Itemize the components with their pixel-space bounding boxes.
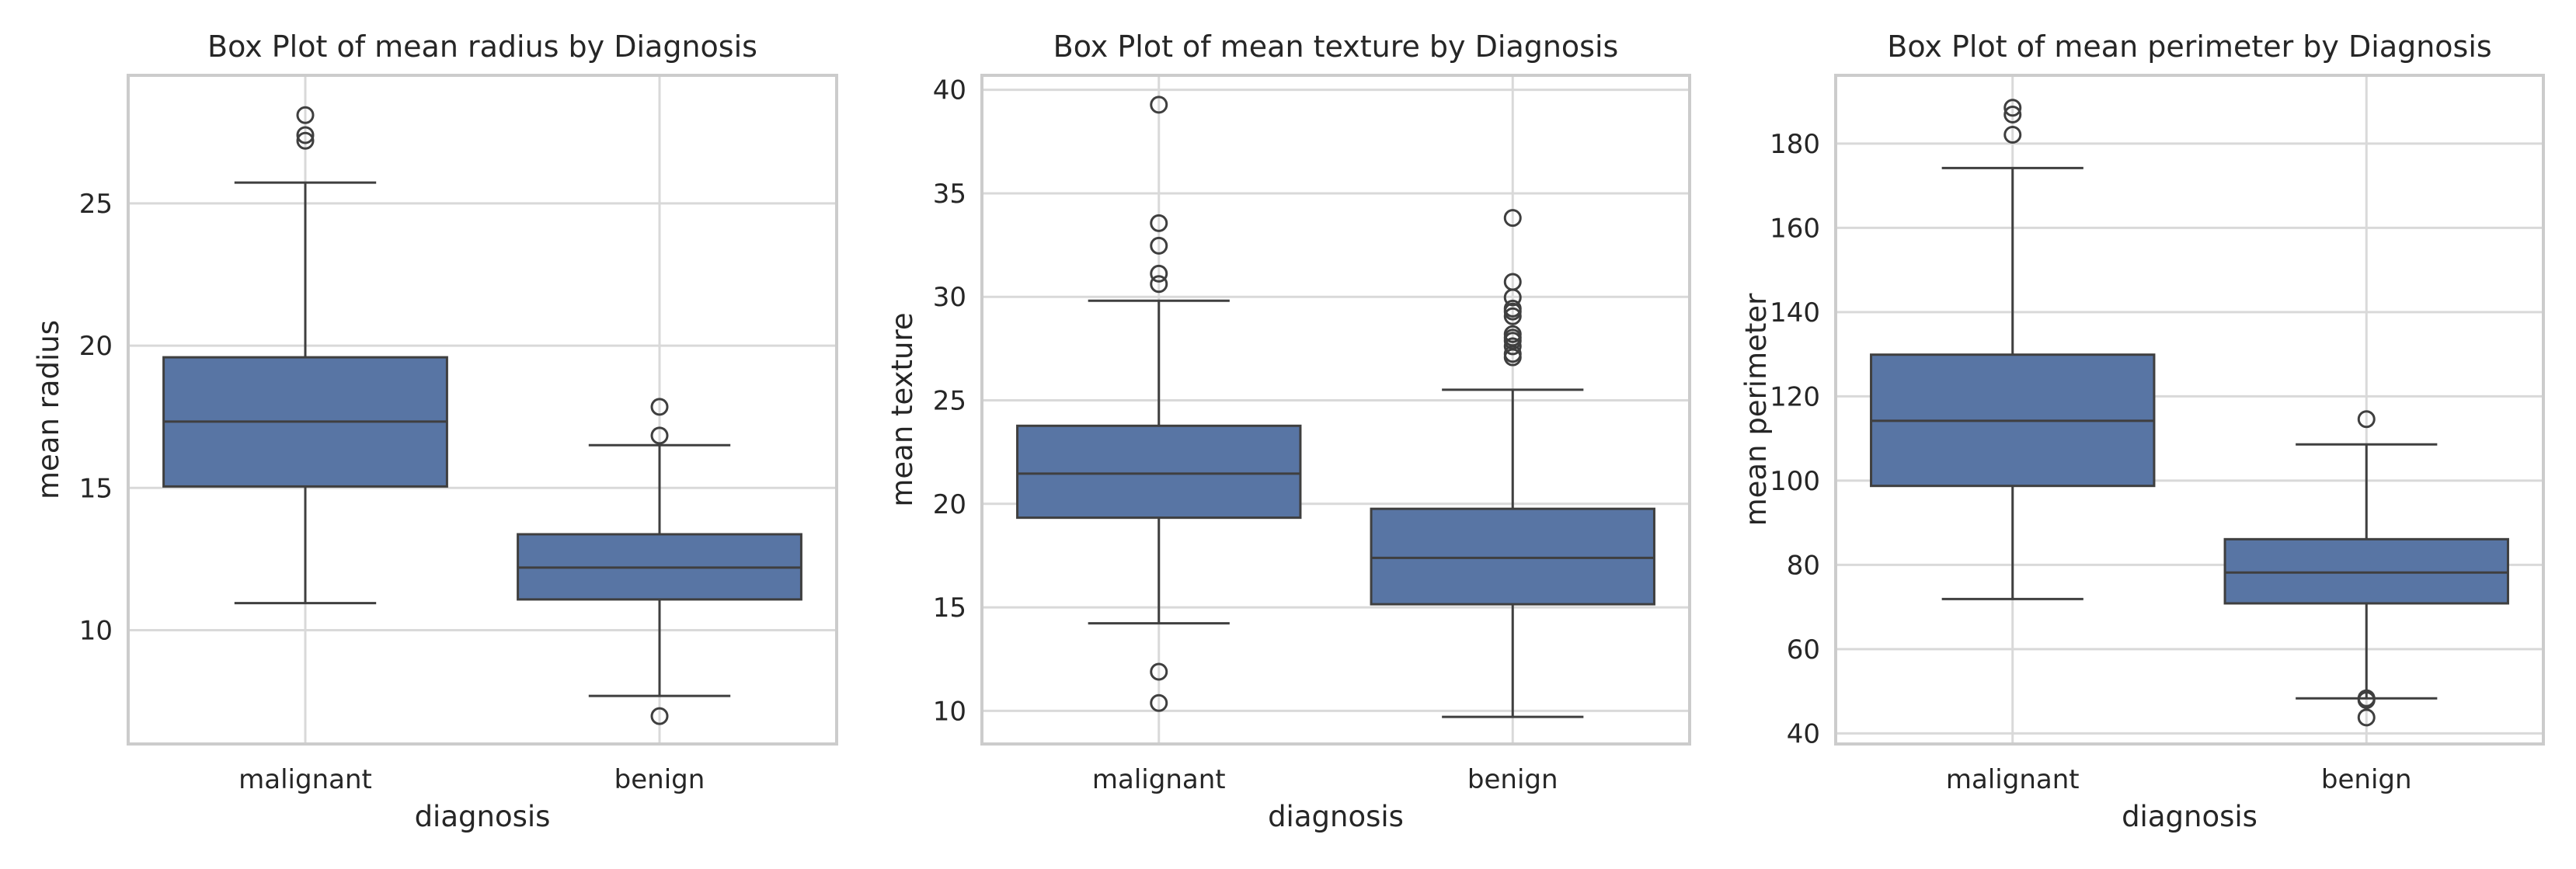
outlier-point [1150,662,1168,681]
y-tick-label: 25 [79,189,113,220]
y-tick-label: 15 [933,593,966,624]
outlier-point [2357,410,2376,429]
x-axis-label: diagnosis [415,800,551,833]
y-tick-label: 40 [1787,718,1820,749]
x-axis-label: diagnosis [1268,800,1404,833]
outlier-point [296,126,315,144]
outlier-point [1503,209,1522,228]
outlier-point [1150,214,1168,232]
iqr-box [2223,537,2509,605]
outlier-point [296,131,315,150]
box-malignant [162,106,448,605]
x-tick-label: benign [2321,764,2412,795]
iqr-box [1016,424,1302,520]
outlier-point [1150,693,1168,712]
box-malignant [1016,96,1302,712]
x-tick-label: malignant [1092,764,1226,795]
outlier-point [2003,125,2022,144]
outlier-point [1503,307,1522,325]
box-malignant [1870,99,2156,600]
y-tick-label: 40 [933,75,966,106]
plot-frame [127,74,838,746]
x-axis-label: diagnosis [2122,800,2257,833]
outlier-point [2003,99,2022,117]
y-tick-label: 140 [1770,297,1820,328]
outlier-point [650,707,669,725]
outlier-point [296,106,315,124]
y-axis-label: mean perimeter [1739,293,1773,527]
y-tick-label: 80 [1787,550,1820,581]
outlier-point [2357,689,2376,707]
outlier-point [2357,708,2376,727]
plot-frame [980,74,1691,746]
y-tick-label: 20 [79,331,113,362]
outlier-point [1150,275,1168,294]
x-tick-label: benign [1467,764,1558,795]
outlier-point [650,398,669,416]
y-tick-label: 160 [1770,213,1820,244]
chart-panel-1: 10 15 20 25 malignant benign diagnosis mean rad… [32,30,838,833]
box-benign [2223,410,2509,727]
y-tick-label: 35 [933,179,966,210]
y-tick-label: 100 [1770,466,1820,497]
x-tick-label: benign [614,764,705,795]
y-tick-label: 10 [79,615,113,646]
outlier-point [1150,236,1168,255]
outlier-point [1503,337,1522,356]
y-tick-label: 60 [1787,634,1820,666]
x-tick-label: malignant [1946,764,2080,795]
y-axis-label: mean texture [886,312,919,506]
outlier-point [650,426,669,445]
box-benign [1370,209,1655,718]
iqr-box [1370,507,1655,606]
chart-title: Box Plot of mean perimeter by Diagnosis [1887,30,2491,64]
y-tick-label: 25 [933,386,966,417]
y-tick-label: 180 [1770,129,1820,160]
y-axis-label: mean radius [32,320,65,499]
outlier-point [1503,325,1522,343]
y-tick-label: 10 [933,696,966,727]
y-tick-label: 15 [79,473,113,504]
x-tick-label: malignant [238,764,372,795]
chart-panel-3: 40 60 80 100 120 140 160 180 malignant benign diag… [1739,30,2545,833]
y-tick-label: 20 [933,489,966,520]
outlier-point [1503,299,1522,318]
box-benign [517,398,802,725]
chart-title: Box Plot of mean texture by Diagnosis [1053,30,1619,64]
outlier-point [1150,264,1168,283]
y-tick-label: 30 [933,282,966,313]
chart-panel-2: 10 15 20 25 30 35 40 malignant benign diagnosis me… [886,30,1691,833]
plot-frame [1834,74,2545,746]
chart-title: Box Plot of mean radius by Diagnosis [207,30,757,64]
y-tick-label: 120 [1770,381,1820,412]
outlier-point [1503,273,1522,291]
outlier-point [1150,96,1168,114]
outlier-point [2003,105,2022,123]
